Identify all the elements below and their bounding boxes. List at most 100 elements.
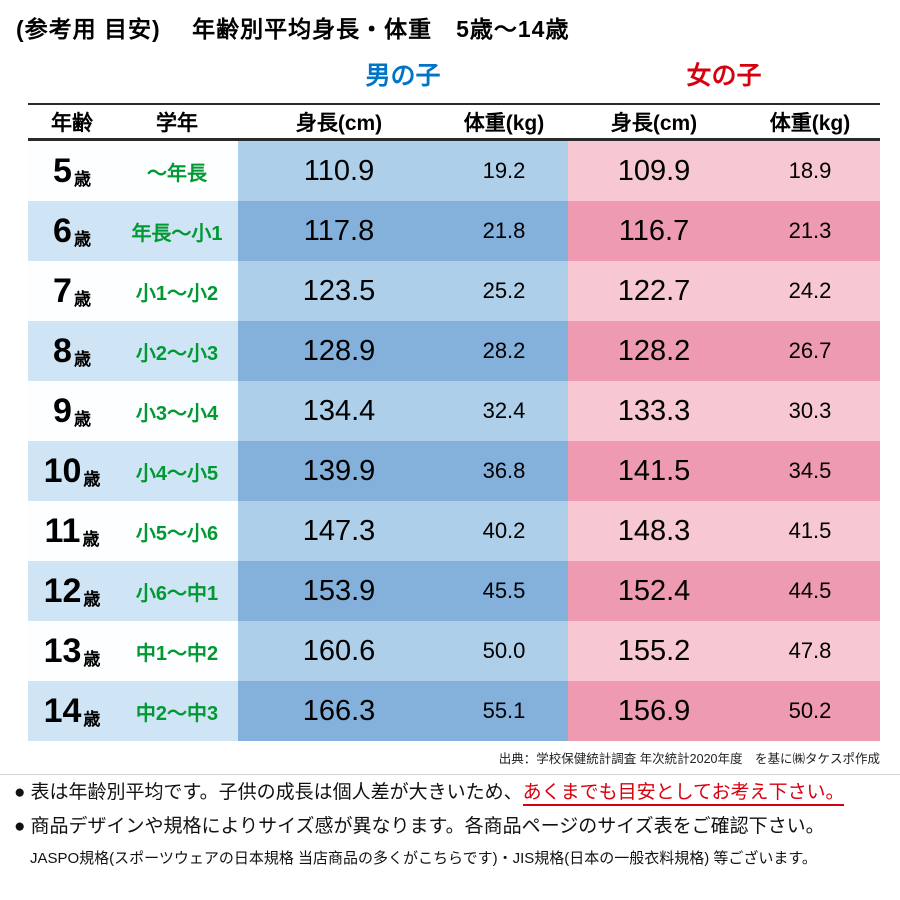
boy-weight-cell: 45.5 [440,561,568,621]
header-girl-weight: 体重(kg) [769,111,851,135]
girl-weight-cell: 41.5 [740,501,880,561]
age-number: 5 [53,151,72,190]
age-number: 14 [43,691,82,730]
divider [0,774,900,775]
age-number: 13 [43,631,82,670]
note-standards: JASPO規格(スポーツウェアの日本規格 当店商品の多くがこちらです)・JIS規… [30,850,894,868]
note-average-highlight: あくまでも目安としてお考え下さい。 [522,782,845,806]
boy-weight-cell: 40.2 [440,501,568,561]
boy-weight-cell: 50.0 [440,621,568,681]
note-sizing: ● 商品デザインや規格によりサイズ感が異なります。各商品ページのサイズ表をご確認下… [14,816,894,839]
age-number: 7 [53,271,72,310]
age-unit: 歳 [73,409,91,429]
age-cell: 11 歳 [28,501,116,561]
girl-weight-cell: 50.2 [740,681,880,741]
boy-weight-cell: 36.8 [440,441,568,501]
header-grade: 学年 [156,111,198,135]
grade-cell: 中2〜中3 [116,681,238,741]
grade-cell: 中1〜中2 [116,621,238,681]
girl-weight-cell: 18.9 [740,141,880,201]
grade-cell: 小5〜小6 [116,501,238,561]
girl-weight-cell: 34.5 [740,441,880,501]
bullet-icon: ● [14,815,26,837]
girls-group-header: 女の子 [686,62,762,90]
boy-height-cell: 117.8 [238,201,440,261]
age-number: 11 [44,511,81,550]
header-girl-height: 身長(cm) [610,111,698,135]
girl-height-cell: 122.7 [568,261,740,321]
girl-height-cell: 128.2 [568,321,740,381]
grade-cell: 年長〜小1 [116,201,238,261]
age-unit: 歳 [73,289,91,309]
age-cell: 13 歳 [28,621,116,681]
girl-height-cell: 133.3 [568,381,740,441]
girl-height-cell: 152.4 [568,561,740,621]
table-row: 13 歳 中1〜中2 160.6 50.0 155.2 47.8 [28,621,880,681]
boy-height-cell: 160.6 [238,621,440,681]
table-row: 12 歳 小6〜中1 153.9 45.5 152.4 44.5 [28,561,880,621]
table-row: 11 歳 小5〜小6 147.3 40.2 148.3 41.5 [28,501,880,561]
boy-height-cell: 139.9 [238,441,440,501]
age-cell: 10 歳 [28,441,116,501]
age-unit: 歳 [82,529,100,549]
boys-group-header: 男の子 [365,62,441,90]
boy-height-cell: 128.9 [238,321,440,381]
boy-weight-cell: 19.2 [440,141,568,201]
note-average: ● 表は年齢別平均です。子供の成長は個人差が大きいため、あくまでも目安としてお考え… [14,782,894,806]
girl-weight-cell: 47.8 [740,621,880,681]
girl-height-cell: 148.3 [568,501,740,561]
table-header-row: 年齢 学年 身長(cm) 体重(kg) 身長(cm) 体重(kg) [28,103,880,141]
girl-height-cell: 155.2 [568,621,740,681]
boy-weight-cell: 32.4 [440,381,568,441]
header-boy-weight: 体重(kg) [463,111,545,135]
boy-height-cell: 153.9 [238,561,440,621]
boy-height-cell: 123.5 [238,261,440,321]
girl-height-cell: 156.9 [568,681,740,741]
age-number: 6 [53,211,72,250]
age-cell: 12 歳 [28,561,116,621]
girl-weight-cell: 21.3 [740,201,880,261]
grade-cell: 小3〜小4 [116,381,238,441]
boy-height-cell: 147.3 [238,501,440,561]
girl-weight-cell: 44.5 [740,561,880,621]
girl-weight-cell: 24.2 [740,261,880,321]
boy-weight-cell: 55.1 [440,681,568,741]
age-number: 8 [53,331,72,370]
age-number: 10 [43,451,82,490]
note-standards-text: JASPO規格(スポーツウェアの日本規格 当店商品の多くがこちらです)・JIS規… [30,849,817,867]
note-average-text: 表は年齢別平均です。子供の成長は個人差が大きいため、 [30,782,523,803]
grade-cell: 小1〜小2 [116,261,238,321]
grade-cell: 小4〜小5 [116,441,238,501]
grade-cell: 〜年長 [116,141,238,201]
girl-weight-cell: 30.3 [740,381,880,441]
boy-height-cell: 166.3 [238,681,440,741]
source-note: 出典：学校保健統計調査 年次統計2020年度 を基に㈱タケスポ作成 [498,752,880,766]
girl-height-cell: 116.7 [568,201,740,261]
boy-weight-cell: 21.8 [440,201,568,261]
age-unit: 歳 [73,349,91,369]
notes-section: ● 表は年齢別平均です。子供の成長は個人差が大きいため、あくまでも目安としてお考え… [14,782,894,879]
age-number: 12 [43,571,82,610]
age-unit: 歳 [83,469,101,489]
boy-weight-cell: 28.2 [440,321,568,381]
note-sizing-text: 商品デザインや規格によりサイズ感が異なります。各商品ページのサイズ表をご確認下さ… [30,815,825,837]
header-boy-height: 身長(cm) [295,111,383,135]
header-age: 年齢 [51,111,93,135]
girl-height-cell: 109.9 [568,141,740,201]
boy-height-cell: 134.4 [238,381,440,441]
age-unit: 歳 [83,589,101,609]
boy-height-cell: 110.9 [238,141,440,201]
grade-cell: 小6〜中1 [116,561,238,621]
age-unit: 歳 [83,709,101,729]
